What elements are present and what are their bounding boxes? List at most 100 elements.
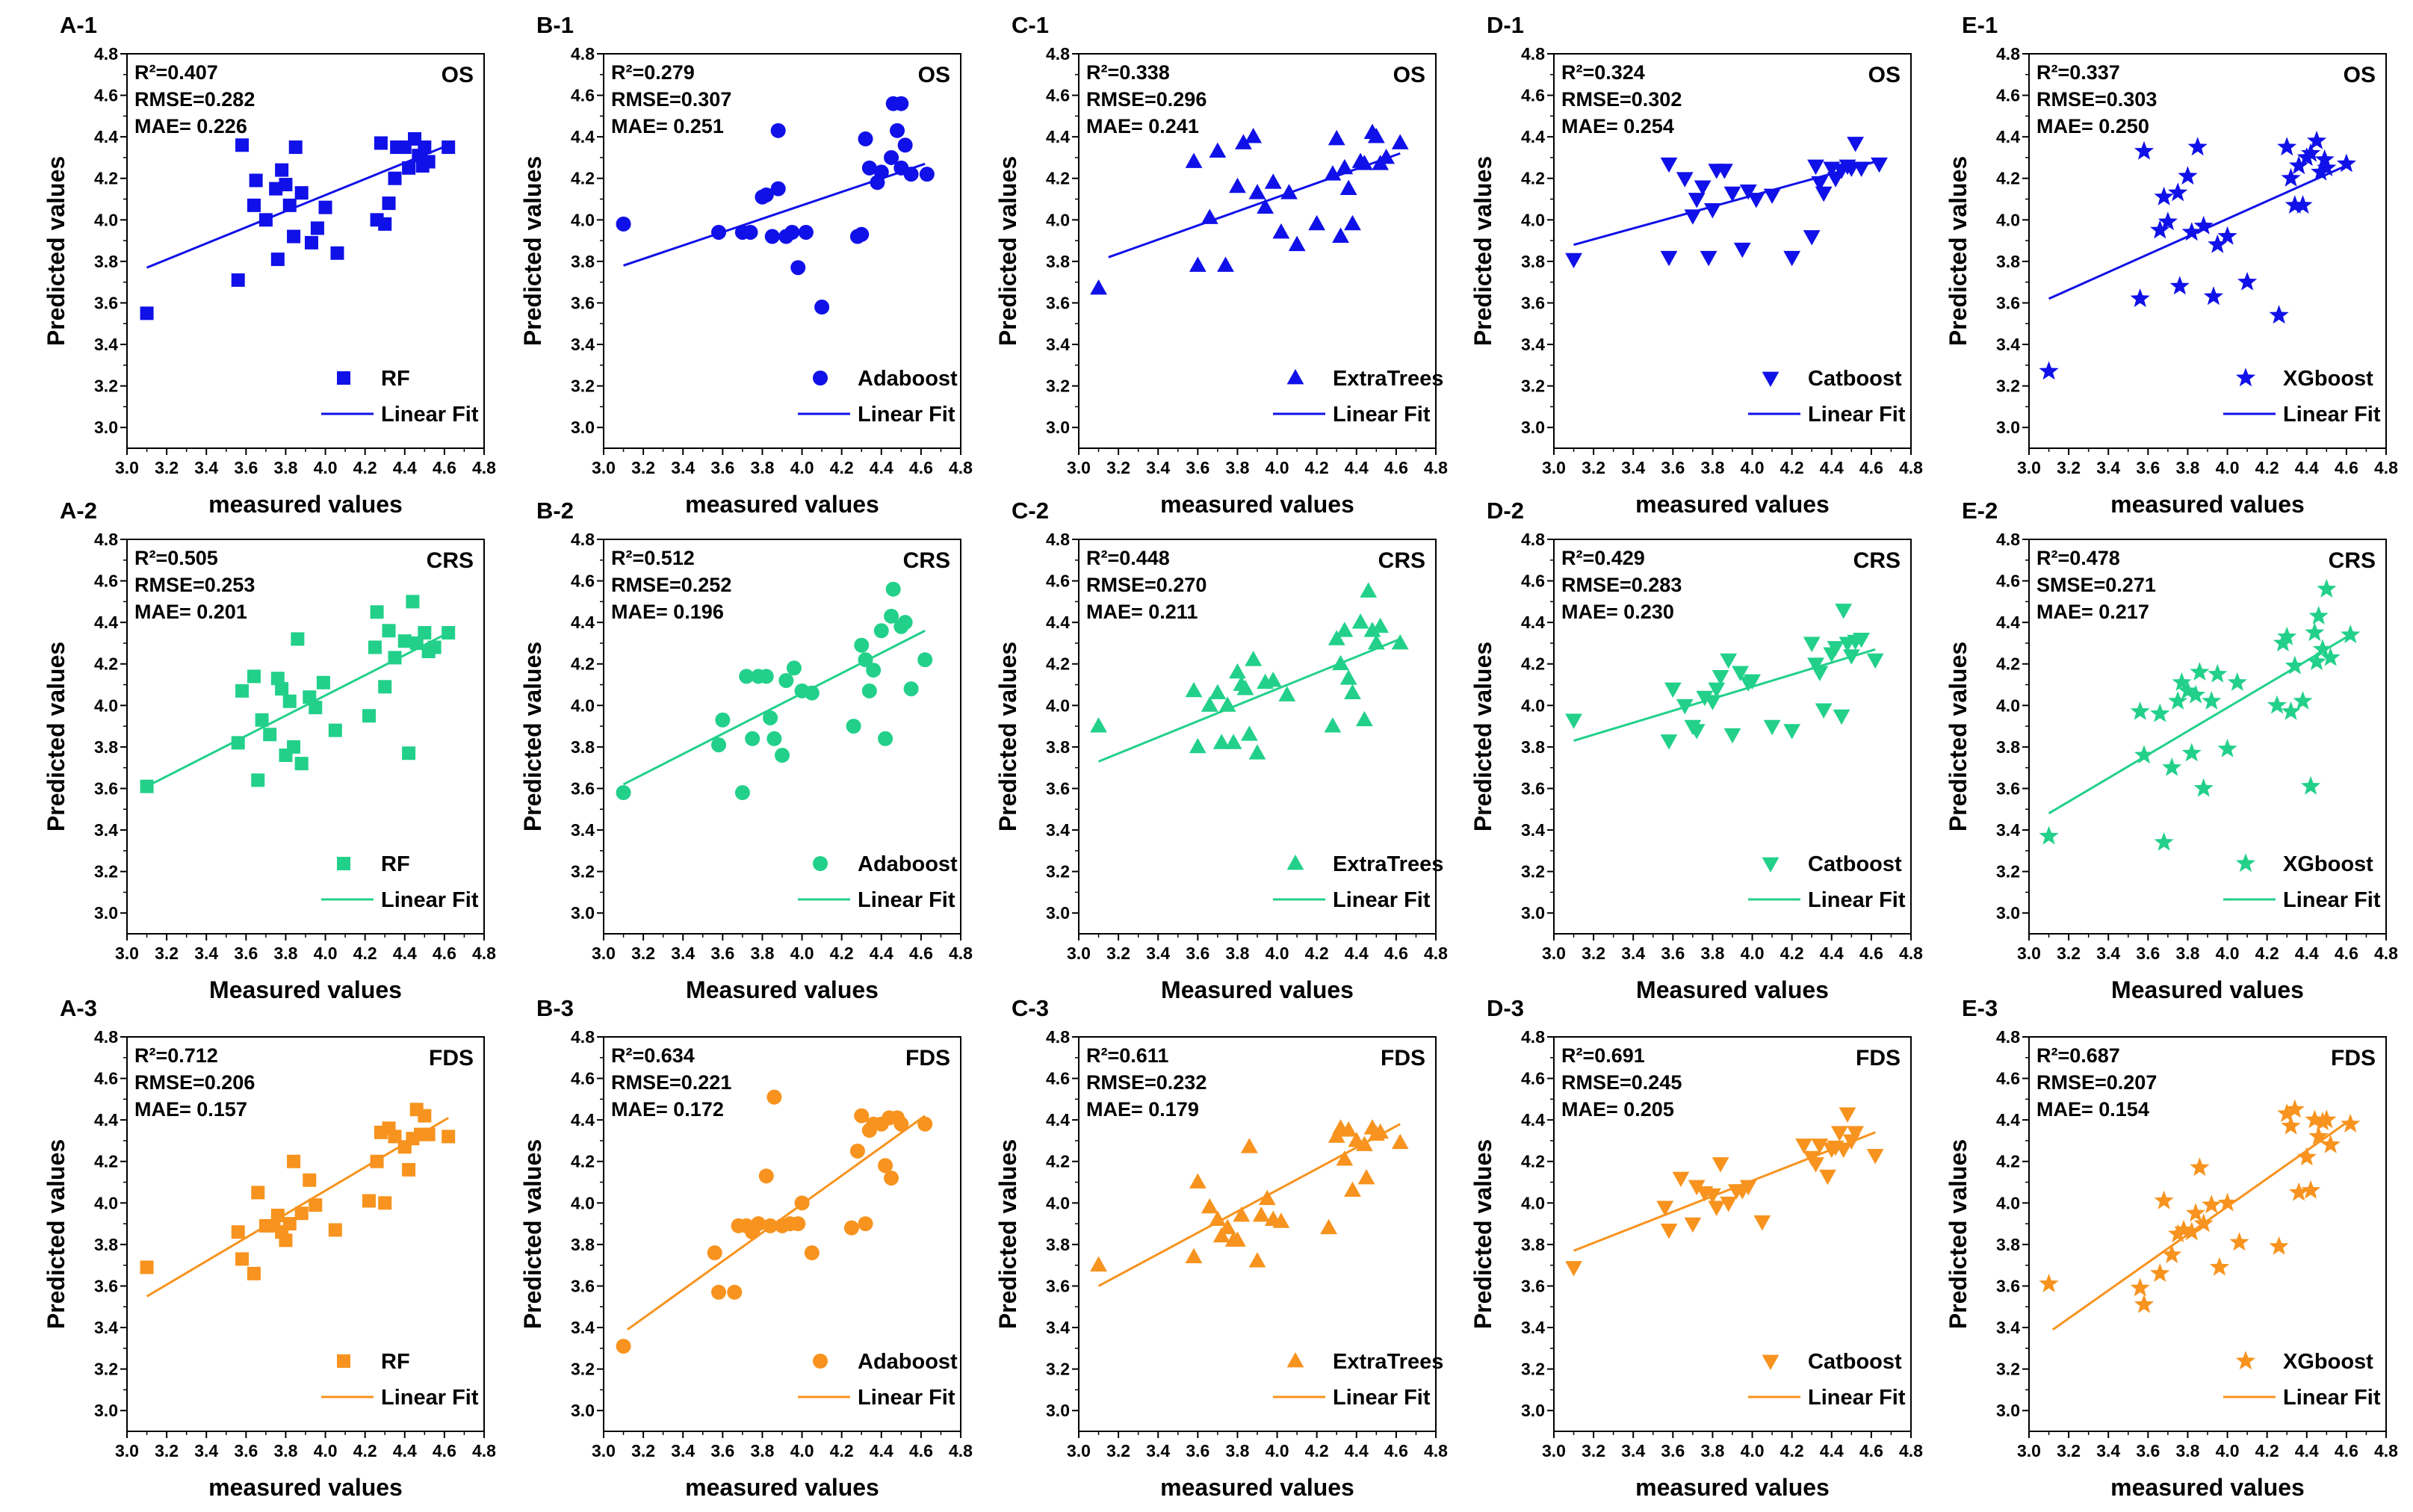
data-point <box>766 1089 782 1105</box>
legend-fit-label: Linear Fit <box>1333 888 1431 912</box>
r2-stat: R²=0.324 <box>1561 61 1645 84</box>
fit-line <box>1097 637 1401 763</box>
y-tick-label: 4.4 <box>571 127 595 146</box>
data-point <box>1229 177 1246 193</box>
x-tick-label: 4.2 <box>353 1441 377 1460</box>
data-point <box>1720 1196 1738 1212</box>
data-point <box>235 684 250 698</box>
x-tick-label: 3.6 <box>2136 1441 2160 1460</box>
data-point <box>1252 1206 1270 1222</box>
data-point <box>1224 734 1242 749</box>
x-tick-label: 4.4 <box>2295 1441 2319 1460</box>
x-tick-label: 3.4 <box>2096 458 2120 477</box>
r2-stat: R²=0.337 <box>2036 61 2120 84</box>
data-point <box>1218 696 1236 712</box>
x-tick-label: 4.4 <box>1820 944 1844 963</box>
y-tick-label: 3.6 <box>94 778 118 798</box>
data-point <box>770 181 786 196</box>
data-point <box>1248 744 1266 760</box>
data-point <box>288 140 303 155</box>
data-point <box>2281 167 2301 187</box>
x-tick-label: 3.8 <box>1700 944 1724 963</box>
y-tick-label: 4.2 <box>571 654 595 674</box>
data-point <box>303 1173 317 1187</box>
y-tick-label: 4.0 <box>1046 1193 1070 1212</box>
y-tick-label: 3.0 <box>1996 1401 2020 1420</box>
data-point <box>1320 1218 1337 1235</box>
y-axis-title: Predicted values <box>519 642 546 831</box>
data-point <box>861 683 877 698</box>
x-tick-label: 3.6 <box>1186 458 1209 477</box>
rmse-stat: SMSE=0.271 <box>2036 574 2156 596</box>
data-point <box>1391 633 1409 650</box>
x-tick-label: 4.2 <box>1305 944 1329 963</box>
data-point <box>1807 1157 1824 1173</box>
data-point <box>616 785 631 801</box>
data-point <box>1185 681 1203 698</box>
x-tick-label: 4.4 <box>1345 458 1369 477</box>
data-point <box>2217 226 2237 245</box>
legend-marker <box>1286 369 1304 385</box>
y-tick-label: 3.8 <box>94 737 118 757</box>
data-point <box>1264 671 1282 687</box>
data-point <box>804 685 820 701</box>
data-point <box>282 694 297 708</box>
data-point <box>778 672 794 688</box>
data-point <box>1189 256 1206 272</box>
r2-stat: R²=0.691 <box>1561 1044 1645 1067</box>
data-point <box>2341 625 2361 643</box>
x-tick-label: 3.8 <box>1225 944 1249 963</box>
data-point <box>858 1216 873 1232</box>
data-point <box>758 187 774 202</box>
data-point <box>1280 184 1298 199</box>
data-point <box>231 736 245 750</box>
x-tick-label: 3.4 <box>194 1441 218 1460</box>
data-point <box>1708 682 1726 698</box>
y-axis-title: Predicted values <box>519 1139 546 1329</box>
x-tick-label: 4.0 <box>2216 1441 2240 1460</box>
panel-d-3: D-3 3.0 3.2 3.4 3.6 3.8 4.0 4.2 4.4 4.6 4.8 3.0 3.2 3… <box>1469 995 1923 1501</box>
data-point <box>263 728 277 742</box>
data-point <box>1656 1200 1674 1216</box>
data-point <box>2181 1221 2202 1241</box>
y-tick-label: 4.2 <box>94 654 118 674</box>
r2-stat: R²=0.505 <box>134 547 218 569</box>
legend-model-label: XGboost <box>2283 1350 2373 1374</box>
legend-fit-label: Linear Fit <box>2283 1386 2381 1410</box>
x-tick-label: 4.0 <box>790 1441 814 1460</box>
data-point <box>140 779 154 793</box>
data-point <box>1344 1181 1361 1197</box>
data-point <box>1783 250 1801 267</box>
y-tick-label: 4.2 <box>94 1152 118 1171</box>
data-point <box>1763 719 1781 736</box>
data-point <box>2193 778 2214 797</box>
r2-stat: R²=0.611 <box>1086 1044 1168 1067</box>
data-point <box>1324 717 1342 733</box>
y-tick-label: 4.0 <box>1521 210 1545 229</box>
data-point <box>897 615 913 630</box>
data-point <box>846 719 861 734</box>
data-point <box>1664 682 1682 698</box>
legend-marker <box>337 1354 350 1368</box>
x-tick-label: 4.2 <box>1780 944 1804 963</box>
x-tick-label: 4.6 <box>909 458 933 477</box>
y-tick-label: 4.8 <box>1521 1027 1545 1047</box>
data-point <box>421 1127 436 1141</box>
rmse-stat: RMSE=0.303 <box>2036 88 2157 111</box>
data-point <box>2150 220 2170 239</box>
rmse-stat: RMSE=0.206 <box>134 1071 255 1094</box>
y-tick-label: 3.2 <box>1521 1360 1545 1379</box>
data-point <box>739 669 755 684</box>
x-tick-label: 3.2 <box>2057 1441 2081 1460</box>
x-tick-label: 3.0 <box>1067 944 1091 963</box>
x-axis-title: measured values <box>685 1474 879 1501</box>
x-tick-label: 4.0 <box>1266 458 1289 477</box>
data-point <box>1696 690 1714 707</box>
r2-stat: R²=0.448 <box>1086 547 1170 569</box>
x-tick-label: 4.6 <box>909 944 933 963</box>
x-tick-label: 3.0 <box>115 944 139 963</box>
data-point <box>2306 651 2327 671</box>
x-tick-label: 4.8 <box>949 458 973 477</box>
y-tick-label: 3.8 <box>1996 252 2020 271</box>
data-point <box>287 229 301 244</box>
